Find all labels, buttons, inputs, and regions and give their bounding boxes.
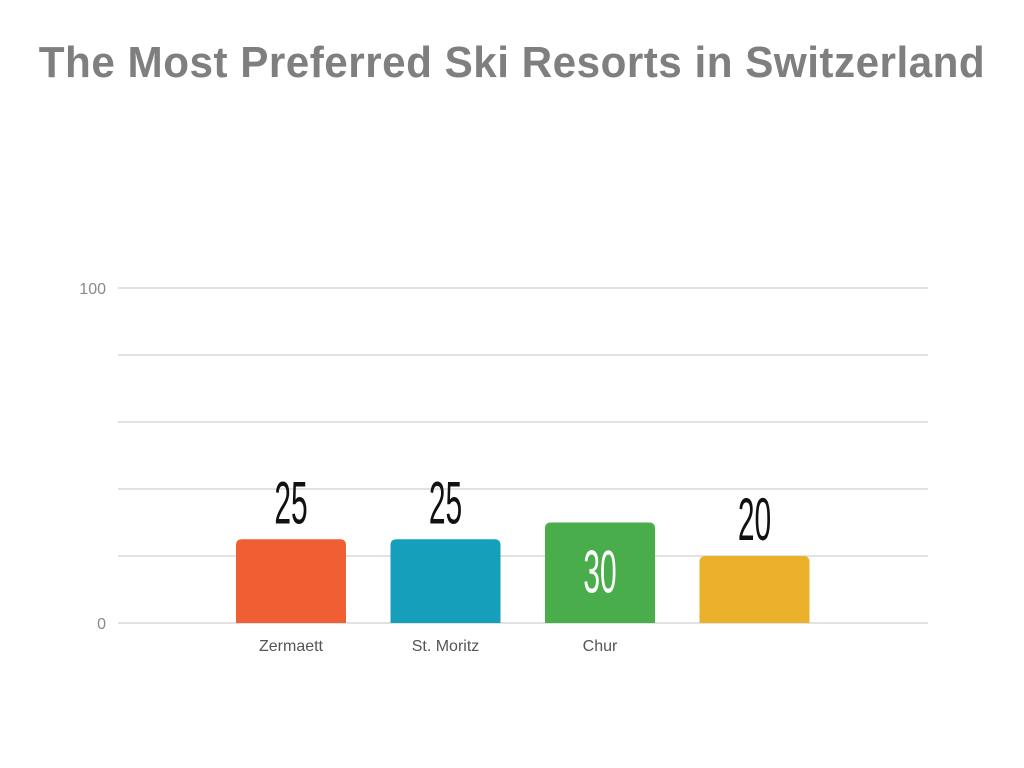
bar [699,556,810,623]
data-label: 25 [274,470,307,537]
bar [545,522,655,623]
chart-title: The Most Preferred Ski Resorts in Switze… [38,38,986,87]
x-tick-label: Chur [583,638,618,655]
y-tick-label: 100 [79,281,106,298]
data-label: 30 [583,539,616,606]
data-label: 25 [429,470,462,537]
y-tick-label: 0 [97,616,106,633]
x-tick-label: St. Moritz [412,638,480,655]
data-label: 20 [738,487,771,554]
bar [390,539,501,623]
x-tick-label: Zermaett [259,638,324,655]
bar [236,539,346,623]
